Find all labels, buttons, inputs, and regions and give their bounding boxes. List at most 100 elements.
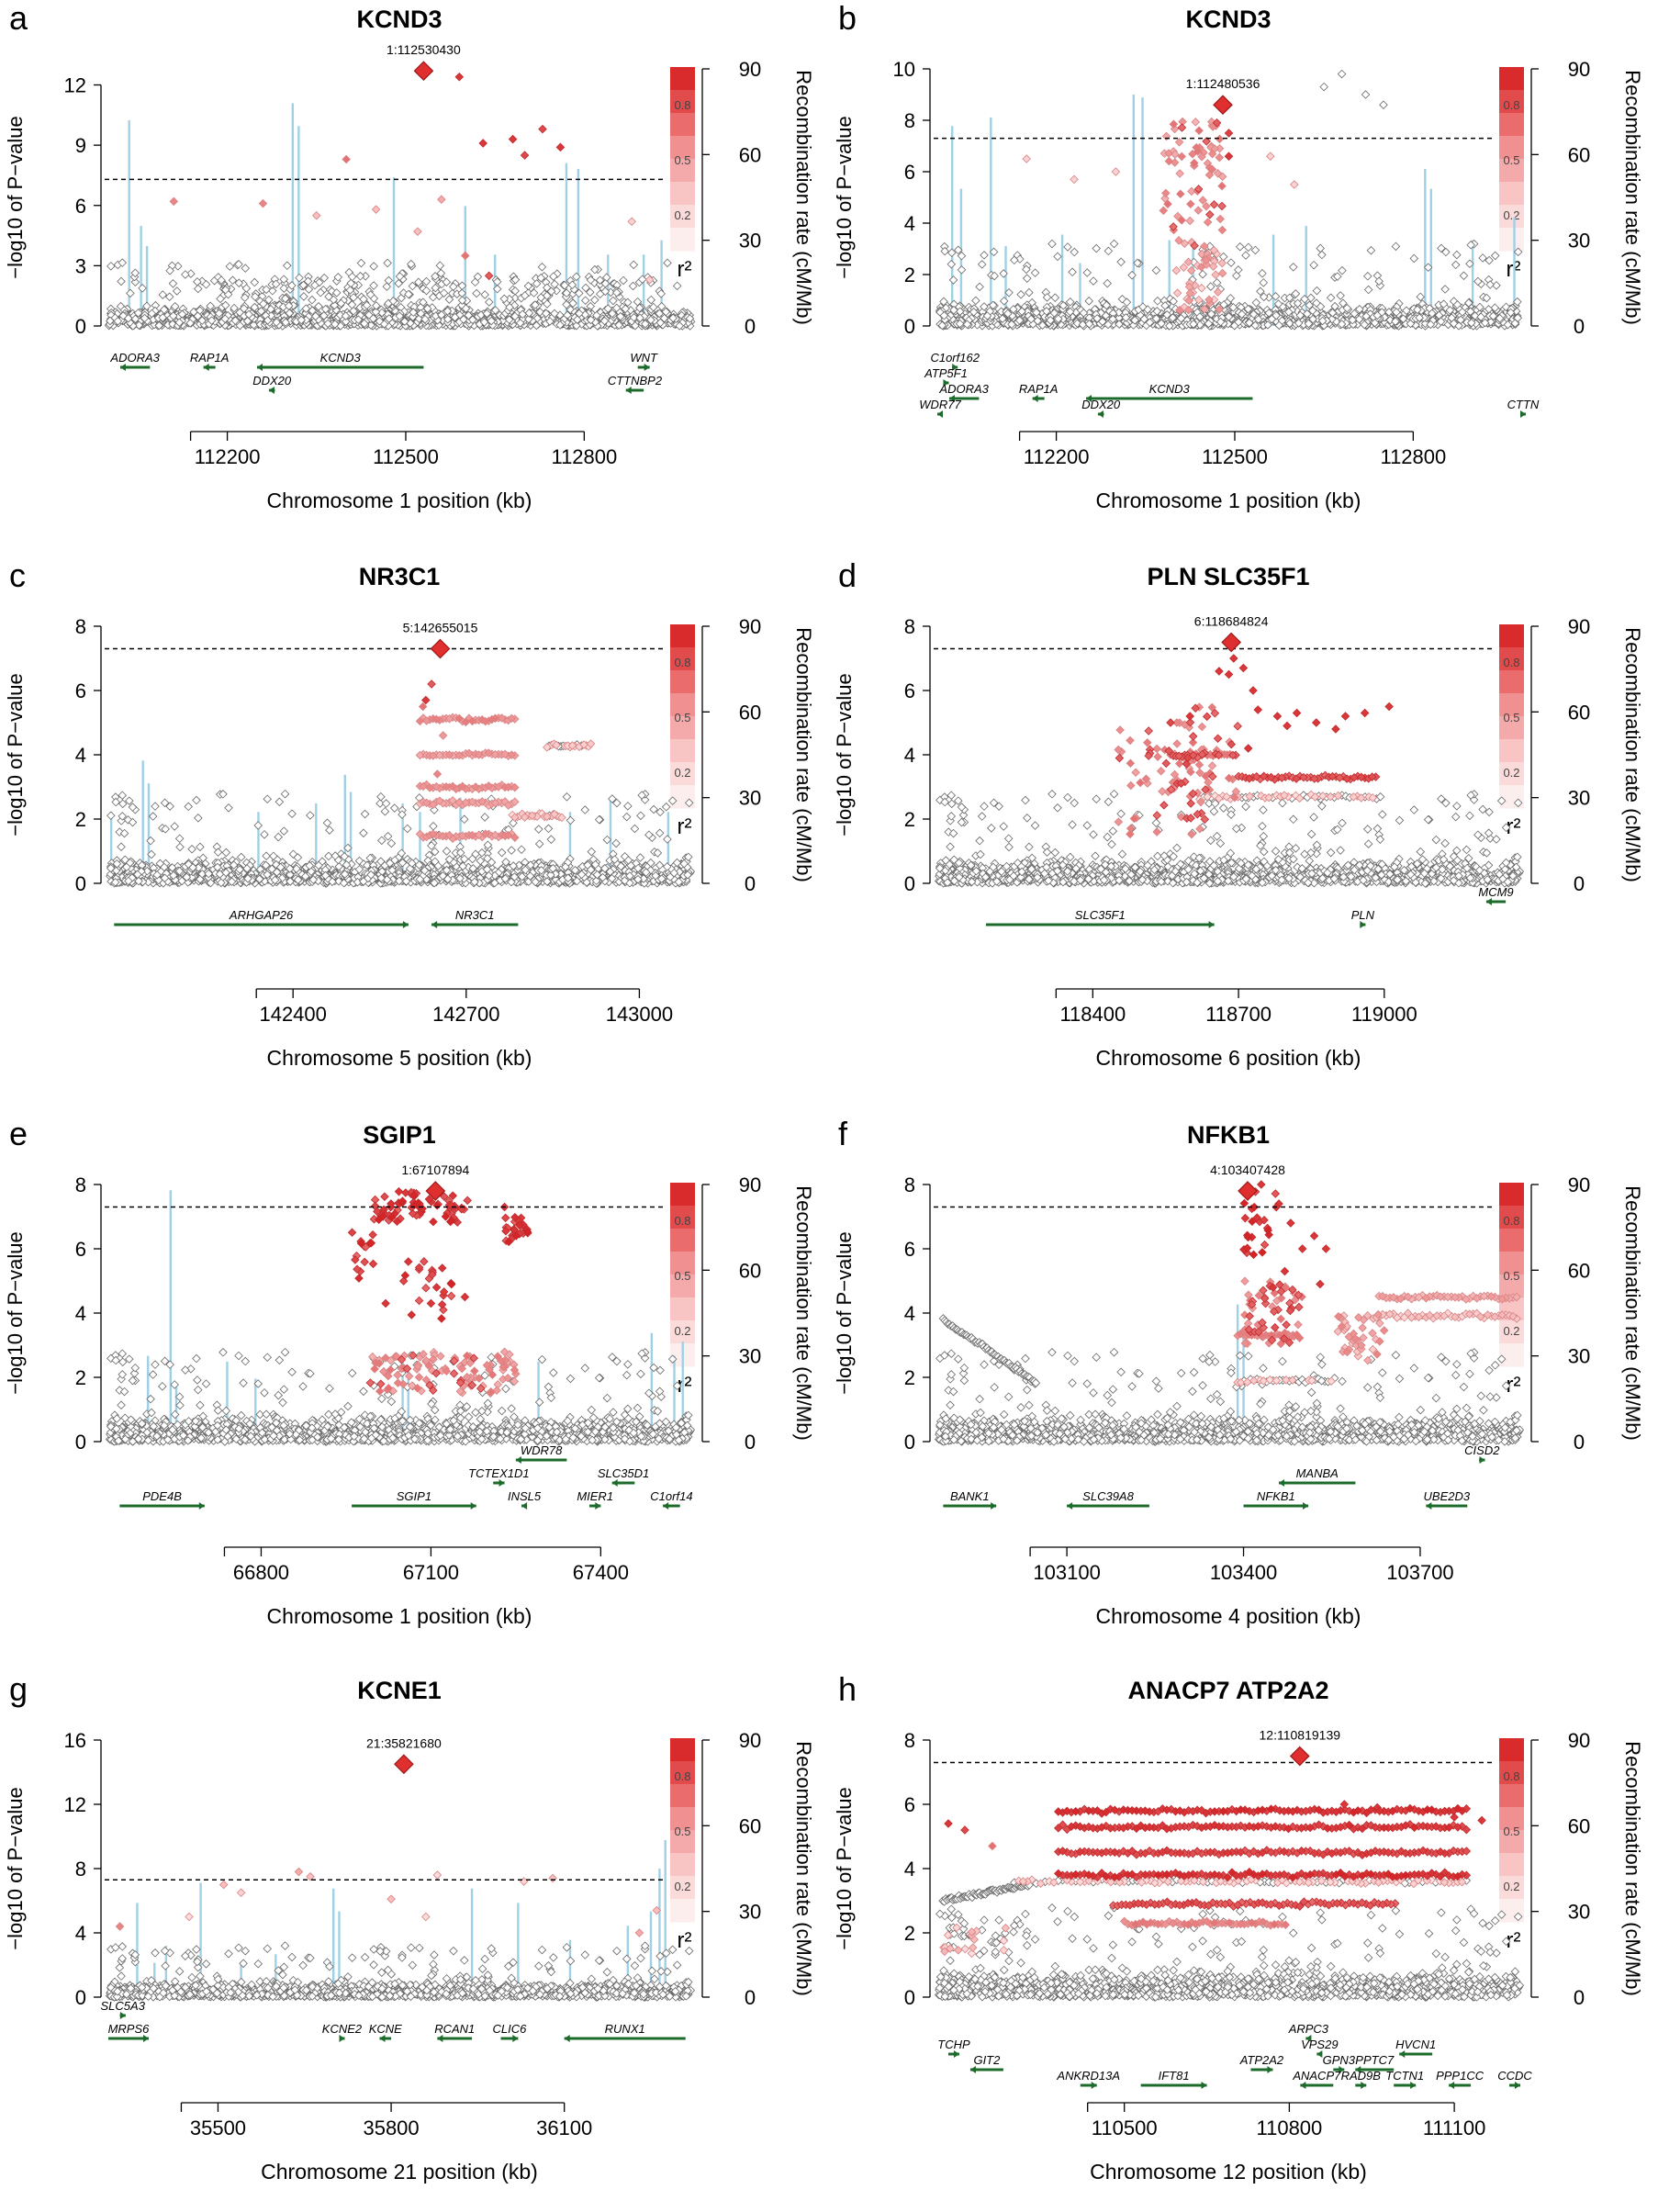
- snp-point: [224, 803, 233, 813]
- snp-point: [386, 838, 397, 848]
- gene-arrow: [644, 364, 650, 371]
- snp-point: [1366, 245, 1376, 255]
- y-tick-label: 6: [75, 195, 86, 218]
- gene-label: DDX20: [252, 374, 292, 387]
- snp-point: [1151, 265, 1161, 275]
- snp-point: [126, 288, 135, 298]
- snp-point: [1416, 292, 1426, 302]
- y-axis-label: −log10 of P−value: [833, 116, 856, 278]
- snp-point: [1175, 169, 1184, 178]
- snp-point: [118, 791, 128, 800]
- y-tick-label: 2: [904, 264, 915, 286]
- snp-point: [1159, 206, 1169, 216]
- snp-point: [1217, 258, 1227, 268]
- gene-arrow: [119, 364, 126, 371]
- gene-arrow: [1097, 410, 1103, 418]
- snp-point: [543, 824, 554, 834]
- snp-point: [661, 803, 671, 812]
- r2-legend-tick: 0.5: [674, 153, 690, 167]
- snp-point: [1227, 258, 1236, 267]
- snp-point: [663, 258, 672, 268]
- snp-point: [1194, 126, 1204, 135]
- gene-label: CTTN: [1507, 398, 1540, 411]
- snp-point: [572, 272, 581, 282]
- r2-legend-tick: 0.2: [674, 208, 690, 222]
- snp-point: [369, 262, 378, 271]
- snp-point: [187, 844, 196, 854]
- snp-point: [1084, 297, 1093, 306]
- snp-point: [1177, 152, 1186, 162]
- snp-point: [1179, 263, 1189, 273]
- y2-tick-label: 30: [1568, 230, 1590, 253]
- lead-snp-label: 1:112480536: [1186, 76, 1260, 91]
- y2-tick-label: 60: [739, 143, 761, 166]
- r2-legend-swatch: [670, 670, 695, 694]
- x-axis-label: Chromosome 1 position (kb): [1096, 488, 1361, 512]
- snp-point: [196, 842, 205, 852]
- y2-axis-label: Recombination rate (cM/Mb): [792, 627, 815, 882]
- snp-point: [1379, 100, 1388, 109]
- snp-point: [1177, 123, 1187, 132]
- snp-point: [435, 261, 445, 270]
- y-tick-label: 2: [75, 808, 86, 831]
- snp-point: [250, 277, 260, 287]
- snp-point: [158, 290, 168, 299]
- y2-tick-label: 30: [739, 787, 761, 810]
- y-tick-label: 10: [893, 58, 915, 81]
- snp-point: [1440, 285, 1450, 294]
- snp-point: [274, 832, 283, 842]
- r2-legend-swatch: [670, 67, 695, 91]
- snp-point: [1209, 200, 1219, 209]
- snp-point: [472, 288, 481, 298]
- snp-point: [1259, 278, 1269, 287]
- r2-legend-swatch: [670, 159, 695, 183]
- snp-point: [1241, 251, 1250, 260]
- snp-point: [376, 792, 386, 802]
- snp-point: [1022, 154, 1031, 163]
- snp-point: [1317, 250, 1327, 260]
- snp-point: [507, 846, 516, 855]
- snp-point: [454, 72, 465, 82]
- snp-point: [1111, 167, 1121, 176]
- gene-label: RAP1A: [1019, 382, 1059, 396]
- snp-point: [581, 283, 590, 293]
- snp-point: [562, 792, 572, 802]
- snp-point: [283, 261, 292, 271]
- snp-point: [497, 848, 507, 858]
- y2-tick-label: 30: [739, 230, 761, 253]
- snp-point: [117, 842, 126, 852]
- snp-point: [241, 264, 251, 273]
- y-tick-label: 4: [75, 744, 86, 767]
- y2-tick-label: 0: [1574, 315, 1585, 338]
- panel-title: KCND3: [356, 6, 442, 33]
- r2-legend-tick: 0.5: [674, 711, 690, 724]
- snp-point: [263, 794, 273, 803]
- snp-point: [1063, 242, 1072, 252]
- y2-tick-label: 90: [739, 615, 761, 638]
- snp-point: [1288, 263, 1298, 272]
- snp-point: [359, 828, 368, 838]
- snp-point: [1235, 241, 1245, 252]
- snp-point: [175, 842, 185, 852]
- snp-point: [537, 262, 547, 272]
- snp-point: [555, 142, 566, 152]
- snp-point: [1022, 274, 1032, 283]
- snp-point: [151, 802, 160, 811]
- snp-point: [1070, 174, 1079, 185]
- snp-point: [295, 273, 304, 283]
- snp-point: [1116, 257, 1126, 267]
- snp-point: [1224, 129, 1234, 138]
- snp-point: [1258, 268, 1267, 278]
- snp-point: [1409, 253, 1419, 264]
- r2-legend-swatch: [1499, 67, 1524, 91]
- y2-tick-label: 90: [1568, 58, 1590, 81]
- y2-tick-label: 0: [745, 872, 756, 895]
- snp-point: [947, 259, 957, 269]
- y-tick-label: 6: [904, 161, 915, 184]
- snp-point: [1030, 268, 1040, 277]
- snp-point: [1186, 199, 1195, 208]
- y2-axis-label: Recombination rate (cM/Mb): [792, 70, 815, 325]
- snp-point: [1205, 209, 1215, 219]
